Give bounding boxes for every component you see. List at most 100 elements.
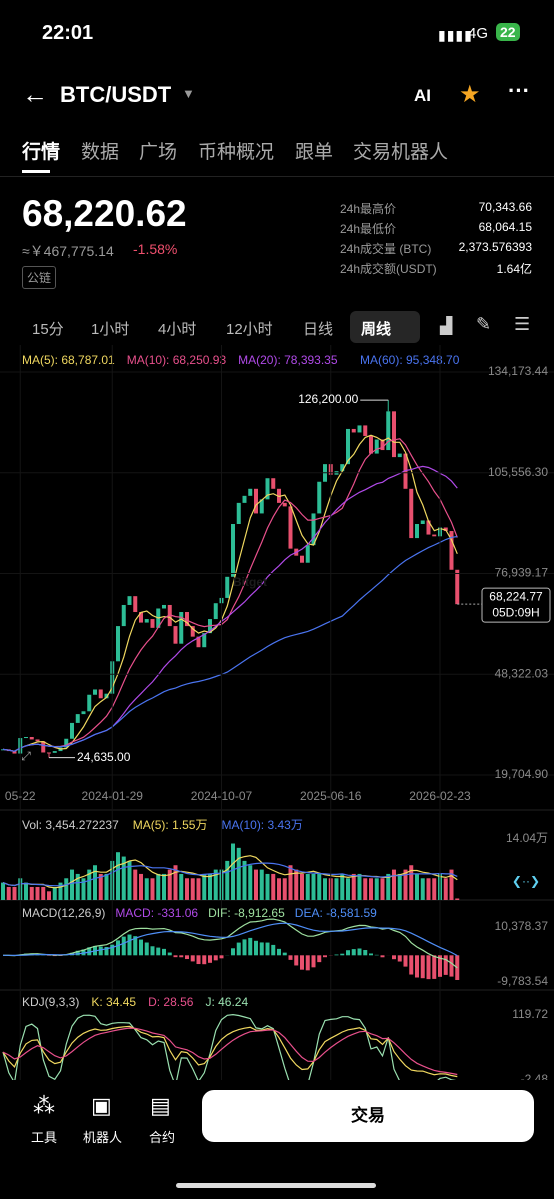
stat-value: 68,064.15	[478, 220, 532, 234]
volume-bar	[1, 882, 5, 900]
tab[interactable]: 币种概况	[198, 142, 275, 163]
volume-bar	[392, 869, 396, 900]
macd-bar	[340, 953, 345, 956]
more[interactable]: ···	[508, 78, 530, 103]
contract-icon[interactable]: ▤	[150, 1093, 171, 1118]
candle	[346, 428, 350, 465]
volume-bar	[98, 873, 103, 900]
pair[interactable]: BTC/USDT	[60, 82, 172, 107]
expand-icon: ⤢	[20, 749, 31, 763]
volume-bar	[248, 865, 253, 900]
macd-bar	[363, 950, 368, 956]
macd-bar	[351, 949, 356, 956]
macd-bar	[438, 955, 442, 977]
tab[interactable]: 广场	[139, 142, 178, 163]
interval[interactable]: 15分	[32, 321, 64, 338]
volume-bar	[271, 873, 276, 900]
macd-tick: 10,378.37	[495, 919, 549, 933]
macd-bar	[98, 946, 103, 956]
candle	[162, 604, 166, 609]
macd-bar	[196, 955, 201, 965]
indicator-icon[interactable]: ▟	[440, 318, 453, 335]
collapse-icon[interactable]: ❮··❯	[512, 874, 540, 888]
macd-bar	[110, 944, 115, 956]
macd-bar	[288, 955, 293, 960]
interval[interactable]: 12小时	[226, 321, 273, 338]
macd-bar	[426, 955, 431, 980]
volume-bar	[236, 847, 241, 900]
volume-bar	[420, 878, 425, 900]
candle	[392, 411, 396, 458]
volume-bar	[282, 878, 287, 900]
dif-line	[2, 918, 458, 969]
macd-bar	[116, 940, 120, 956]
volume-bar	[426, 878, 431, 900]
extreme-label: 24,635.00	[77, 750, 131, 764]
robot-icon[interactable]: ▣	[91, 1093, 112, 1118]
macd-tick: -9,783.54	[497, 974, 548, 988]
macd-bar	[265, 942, 270, 956]
trade-button[interactable]: 交易	[202, 1090, 534, 1142]
current-price: 68,224.77	[489, 589, 543, 603]
extreme-label: 126,200.00	[298, 392, 358, 406]
settings-icon[interactable]: ☰	[514, 314, 531, 334]
tools-icon[interactable]: ⁂	[33, 1093, 55, 1118]
tab[interactable]: 交易机器人	[353, 142, 449, 163]
ai-button[interactable]: AI	[414, 86, 431, 105]
tab[interactable]: 跟单	[295, 142, 334, 163]
candle	[127, 596, 132, 605]
volume-bar	[47, 891, 51, 900]
candle	[386, 411, 391, 451]
cny-price: ≈￥467,775.14	[22, 243, 114, 259]
macd-bar	[173, 955, 178, 958]
candle	[248, 488, 253, 496]
volume-bar	[225, 860, 230, 900]
candle	[133, 596, 138, 613]
interval[interactable]: 日线	[303, 321, 334, 338]
x-tick-label: 2026-02-23	[409, 789, 471, 803]
candle	[98, 689, 103, 699]
volume-bar	[162, 873, 166, 900]
volume-bar	[121, 856, 126, 900]
candle	[52, 751, 57, 753]
volume-bar	[104, 873, 109, 900]
macd-bar	[420, 955, 425, 979]
candle	[213, 603, 218, 620]
volume-bar	[116, 852, 120, 900]
back-button[interactable]: ←	[22, 79, 48, 109]
tab[interactable]: 数据	[81, 142, 120, 163]
countdown: 05D:09H	[492, 605, 539, 619]
macd-bar	[392, 955, 396, 960]
volume-bar	[167, 869, 172, 900]
candle	[242, 495, 247, 503]
candle	[403, 453, 408, 489]
interval[interactable]: 4小时	[158, 321, 197, 338]
candle	[282, 502, 287, 507]
kdj-tick: 119.72	[512, 1007, 548, 1021]
candle	[225, 576, 230, 598]
nav-label[interactable]: 合约	[149, 1130, 176, 1145]
macd-bar	[346, 950, 350, 956]
pair-dropdown[interactable]: ▼	[182, 86, 195, 101]
ma-line	[2, 434, 458, 752]
kdj-legend: K: 34.45	[91, 995, 136, 1009]
draw-icon[interactable]: ✎	[476, 314, 492, 334]
favorite[interactable]: ★	[459, 81, 481, 108]
candle	[380, 439, 385, 451]
interval[interactable]: 1小时	[91, 321, 130, 338]
clock: 22:01	[42, 22, 94, 44]
stat-label: 24h成交量 (BTC)	[340, 242, 432, 256]
nav-label[interactable]: 机器人	[83, 1130, 123, 1145]
stat-value: 70,343.66	[478, 200, 532, 214]
macd-bar	[162, 948, 166, 956]
nav-label[interactable]: 工具	[31, 1130, 58, 1145]
interval[interactable]: 周线	[361, 321, 392, 338]
candle	[121, 604, 126, 627]
candle	[179, 612, 184, 644]
volume-bar	[369, 878, 373, 900]
volume-bar	[24, 882, 28, 900]
macd-bar	[87, 947, 92, 956]
tab[interactable]: 行情	[22, 142, 61, 163]
volume-bar	[52, 886, 57, 900]
